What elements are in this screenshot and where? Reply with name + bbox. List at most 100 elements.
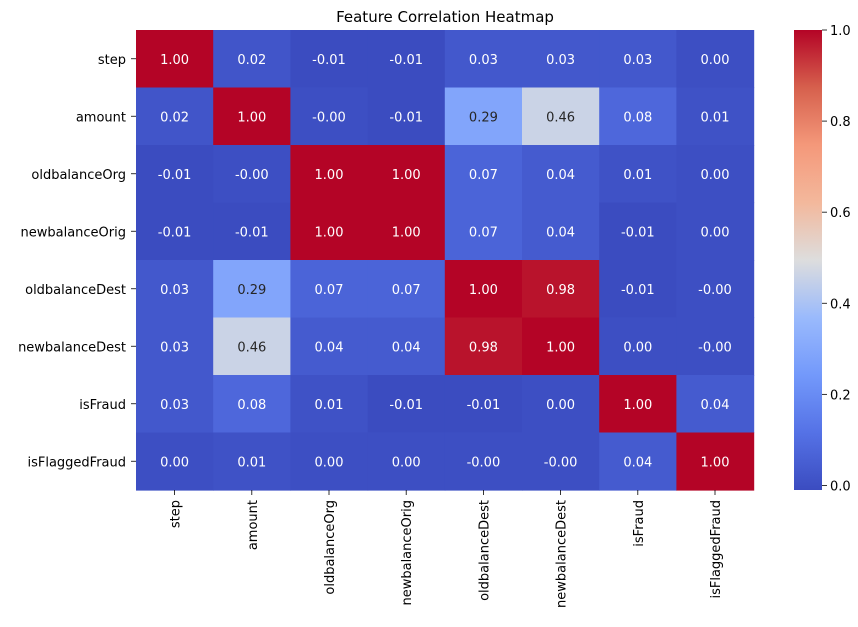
heatmap-cell <box>367 145 446 204</box>
heatmap-cell <box>367 87 446 146</box>
colorbar-tick-label: 0.6 <box>830 206 851 221</box>
cell-value-label: -0.00 <box>544 455 578 470</box>
heatmap-cell <box>213 375 291 434</box>
heatmap-cell <box>367 432 446 491</box>
cell-value-label: 1.00 <box>392 168 421 183</box>
cell-value-label: 0.00 <box>546 398 575 413</box>
heatmap-cell <box>136 317 214 376</box>
heatmap-cell <box>290 260 369 319</box>
cell-value-label: 0.98 <box>469 340 498 355</box>
heatmap-cell-labels: 1.00 0.02 -0.01 -0.01 0.03 0.03 0.03 0.00 0.02 1.… <box>158 53 732 471</box>
cell-value-label: -0.01 <box>389 53 423 68</box>
cell-value-label: 1.00 <box>546 340 575 355</box>
heatmap-cell <box>290 317 369 376</box>
cell-value-label: 1.00 <box>160 53 189 68</box>
heatmap-cells <box>136 30 755 491</box>
heatmap-cell <box>676 30 755 89</box>
heatmap-cell <box>676 87 755 146</box>
heatmap-cell <box>367 375 446 434</box>
cell-value-label: -0.00 <box>312 110 346 125</box>
cell-value-label: 0.04 <box>392 340 421 355</box>
heatmap-cell <box>676 202 755 261</box>
cell-value-label: 0.01 <box>701 110 730 125</box>
cell-value-label: 1.00 <box>315 168 344 183</box>
colorbar <box>794 30 822 490</box>
heatmap-cell <box>522 317 600 376</box>
chart-title: Feature Correlation Heatmap <box>336 8 554 26</box>
heatmap-cell <box>599 30 677 89</box>
cell-value-label: 0.04 <box>623 455 652 470</box>
cell-value-label: -0.00 <box>235 168 269 183</box>
heatmap-cell <box>444 145 523 204</box>
cell-value-label: 0.03 <box>546 53 575 68</box>
cell-value-label: 0.29 <box>469 110 498 125</box>
heatmap-cell <box>290 87 369 146</box>
cell-value-label: 0.46 <box>546 110 575 125</box>
heatmap-cell <box>522 432 600 491</box>
heatmap-cell <box>522 260 600 319</box>
cell-value-label: -0.01 <box>621 225 655 240</box>
cell-value-label: 0.01 <box>237 455 266 470</box>
heatmap-cell <box>599 260 677 319</box>
row-tick-label: step <box>98 53 126 68</box>
cell-value-label: 0.00 <box>623 340 652 355</box>
heatmap-cell <box>444 375 523 434</box>
cell-value-label: 0.03 <box>623 53 652 68</box>
heatmap-cell <box>213 87 291 146</box>
cell-value-label: 0.07 <box>315 283 344 298</box>
heatmap-cell <box>444 317 523 376</box>
cell-value-label: 0.03 <box>160 283 189 298</box>
heatmap-cell <box>599 432 677 491</box>
column-tick-label: newbalanceDest <box>555 500 570 608</box>
cell-value-label: -0.01 <box>158 225 192 240</box>
heatmap-cell <box>522 87 600 146</box>
heatmap-cell <box>522 375 600 434</box>
heatmap-cell <box>136 260 214 319</box>
heatmap-cell <box>136 202 214 261</box>
colorbar-tick-label: 0.2 <box>830 388 851 403</box>
cell-value-label: 0.01 <box>315 398 344 413</box>
row-tick-label: oldbalanceOrg <box>31 168 126 183</box>
heatmap-cell <box>444 432 523 491</box>
column-tick-labels: step amount oldbalanceOrg newbalanceOrig old… <box>169 490 724 608</box>
cell-value-label: 0.00 <box>392 455 421 470</box>
heatmap-cell <box>676 375 755 434</box>
heatmap-cell <box>213 432 291 491</box>
cell-value-label: 0.98 <box>546 283 575 298</box>
heatmap-cell <box>290 30 369 89</box>
heatmap-cell <box>599 145 677 204</box>
cell-value-label: 0.02 <box>237 53 266 68</box>
heatmap-cell <box>522 30 600 89</box>
heatmap-cell <box>290 202 369 261</box>
row-tick-label: isFlaggedFraud <box>27 455 126 470</box>
heatmap-cell <box>290 432 369 491</box>
cell-value-label: -0.01 <box>621 283 655 298</box>
heatmap-cell <box>136 145 214 204</box>
cell-value-label: 1.00 <box>392 225 421 240</box>
heatmap-cell <box>444 30 523 89</box>
row-tick-label: isFraud <box>79 398 126 413</box>
heatmap-cell <box>367 317 446 376</box>
cell-value-label: 0.01 <box>623 168 652 183</box>
cell-value-label: 0.00 <box>701 225 730 240</box>
heatmap-cell <box>213 30 291 89</box>
cell-value-label: -0.01 <box>312 53 346 68</box>
heatmap-cell <box>136 30 214 89</box>
cell-value-label: 0.00 <box>315 455 344 470</box>
heatmap-cell <box>444 260 523 319</box>
cell-value-label: 0.04 <box>701 398 730 413</box>
cell-value-label: -0.01 <box>389 110 423 125</box>
heatmap-cell <box>136 375 214 434</box>
row-tick-label: newbalanceOrig <box>21 225 127 240</box>
colorbar-tick-label: 0.4 <box>830 297 851 312</box>
cell-value-label: 1.00 <box>701 455 730 470</box>
cell-value-label: 0.00 <box>701 53 730 68</box>
cell-value-label: 0.07 <box>392 283 421 298</box>
colorbar-tick-label: 0.8 <box>830 115 851 130</box>
column-tick-label: oldbalanceOrg <box>323 500 338 595</box>
heatmap-cell <box>676 317 755 376</box>
cell-value-label: -0.01 <box>158 168 192 183</box>
heatmap-cell <box>444 87 523 146</box>
heatmap-cell <box>290 145 369 204</box>
